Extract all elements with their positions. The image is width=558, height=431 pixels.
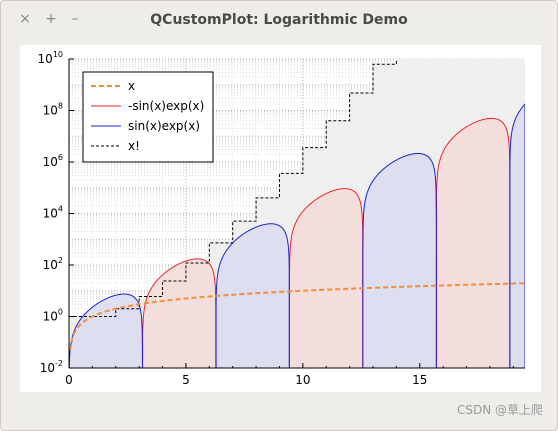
series-fill xyxy=(289,188,363,368)
series-line xyxy=(215,223,290,368)
series-fill xyxy=(362,153,437,368)
y-tick-label: 106 xyxy=(43,153,63,169)
title-bar: × + – QCustomPlot: Logarithmic Demo xyxy=(1,1,557,41)
x-series-line xyxy=(69,282,525,351)
y-tick-label: 1010 xyxy=(38,50,63,66)
x-tick-label: 10 xyxy=(295,373,310,387)
legend: x -sin(x)exp(x) sin(x)exp(x) x! xyxy=(82,71,214,163)
legend-box xyxy=(82,71,214,163)
series-fill xyxy=(509,104,525,368)
series-fill xyxy=(69,294,143,368)
series-line xyxy=(142,258,217,368)
close-icon[interactable]: × xyxy=(19,11,31,27)
legend-label: sin(x)exp(x) xyxy=(128,119,200,133)
factorial-line xyxy=(69,59,397,317)
series-line xyxy=(362,153,437,368)
series-layer xyxy=(69,59,525,368)
legend-label: -sin(x)exp(x) xyxy=(128,99,204,113)
series-line xyxy=(436,117,511,368)
x-tick-label: 15 xyxy=(412,373,427,387)
minimize-icon[interactable]: – xyxy=(71,11,79,27)
series-fill xyxy=(216,223,290,368)
y-tick-label: 104 xyxy=(43,205,63,221)
log-chart[interactable]: 0 5 10 15 10-2 100 102 104 106 108 1010 x -sin(x)exp… xyxy=(20,45,541,392)
series-line xyxy=(509,103,525,368)
y-tick-label: 102 xyxy=(43,256,63,272)
y-tick-label: 100 xyxy=(43,308,63,324)
series-line xyxy=(69,293,143,368)
plot-area: 0 5 10 15 10-2 100 102 104 106 108 1010 x -sin(x)exp… xyxy=(20,45,541,392)
maximize-icon[interactable]: + xyxy=(45,11,57,27)
legend-label: x! xyxy=(128,139,140,153)
y-tick-label: 108 xyxy=(43,102,63,118)
series-line xyxy=(288,188,364,368)
x-tick-label: 0 xyxy=(65,373,73,387)
series-fill xyxy=(142,258,216,368)
x-tick-label: 5 xyxy=(182,373,190,387)
watermark: CSDN @草上爬 xyxy=(456,403,543,417)
legend-label: x xyxy=(128,79,135,93)
window-title: QCustomPlot: Logarithmic Demo xyxy=(150,12,408,28)
y-tick-label: 10-2 xyxy=(40,359,63,375)
series-fill xyxy=(436,118,510,368)
